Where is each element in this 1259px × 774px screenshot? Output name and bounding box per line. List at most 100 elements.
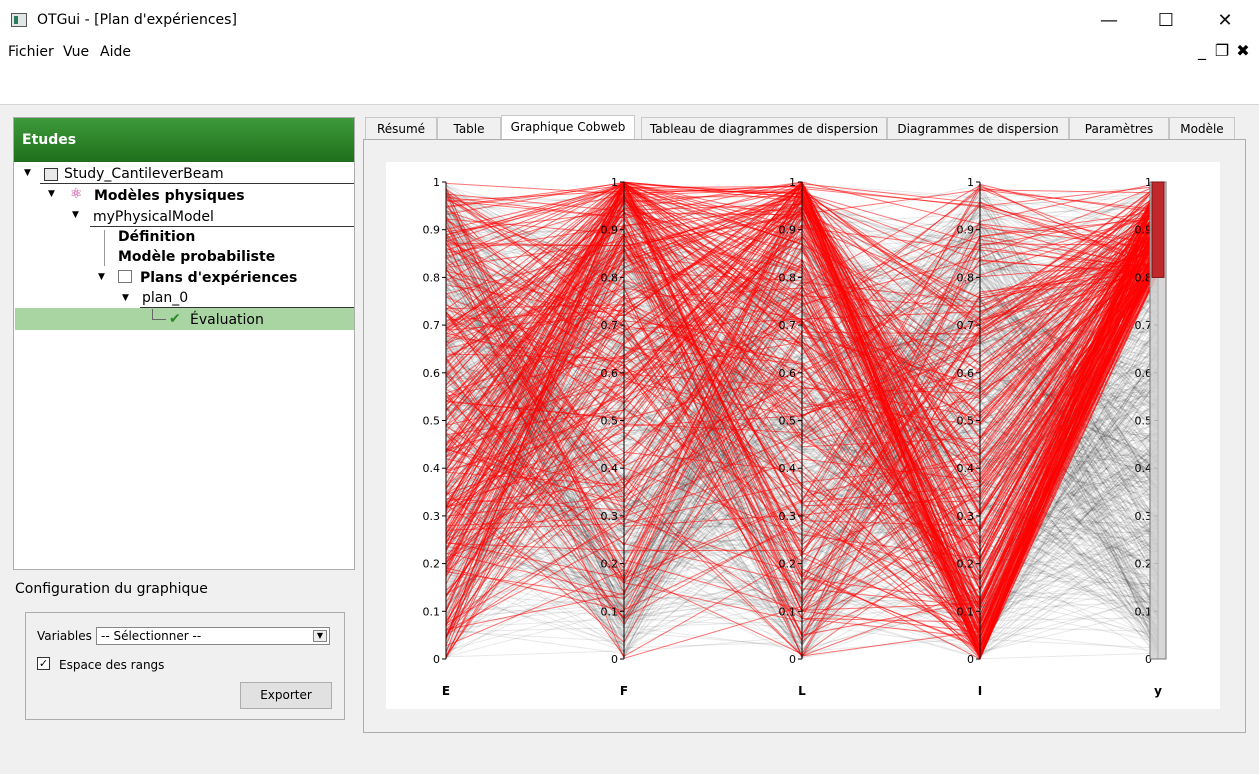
- tick-label: 0.8: [779, 271, 797, 284]
- tree-item-evaluation[interactable]: Évaluation: [190, 312, 264, 328]
- tick-label: 0.3: [601, 510, 619, 523]
- config-box: [25, 612, 345, 720]
- expand-arrow-icon[interactable]: ▼: [98, 272, 105, 282]
- expand-arrow-icon[interactable]: ▼: [48, 189, 55, 199]
- tick-label: 0.6: [1135, 367, 1153, 380]
- tick-label: 0.4: [957, 462, 975, 475]
- tick-label: 1: [967, 176, 974, 189]
- tick-label: 0.4: [601, 462, 619, 475]
- tick-label: 0.7: [601, 319, 619, 332]
- tick-label: 0.2: [423, 558, 441, 571]
- tick-label: 0.3: [779, 510, 797, 523]
- menu-aide[interactable]: Aide: [100, 44, 131, 60]
- tick-label: 0.8: [601, 271, 619, 284]
- tick-label: 0.9: [601, 224, 619, 237]
- expand-arrow-icon[interactable]: ▼: [122, 293, 129, 303]
- tick-label: 0.1: [423, 605, 441, 618]
- tick-label: 0.4: [779, 462, 797, 475]
- tick-label: 0.7: [1135, 319, 1153, 332]
- tree-item-probabilistic-model[interactable]: Modèle probabiliste: [118, 249, 276, 265]
- tick-label: 0.9: [779, 224, 797, 237]
- variables-select[interactable]: -- Sélectionner -- ▼: [96, 627, 330, 645]
- tree-item-plan[interactable]: plan_0: [142, 290, 189, 306]
- table-icon: [118, 270, 132, 283]
- tick-label: 0.8: [957, 271, 975, 284]
- selected-row-highlight: [15, 308, 354, 330]
- tick-label: 0.3: [1135, 510, 1153, 523]
- tree-underline: [90, 226, 354, 227]
- window-title: OTGui - [Plan d'expériences]: [37, 12, 237, 28]
- tree-item-definition[interactable]: Définition: [118, 229, 196, 245]
- axis-label: L: [798, 684, 806, 698]
- tick-label: 0: [967, 653, 974, 666]
- range-handle: [1151, 181, 1165, 278]
- toolbar-area: [0, 64, 1259, 105]
- tick-label: 0.9: [957, 224, 975, 237]
- rank-space-checkbox[interactable]: ✓: [37, 657, 50, 670]
- tick-label: 0.3: [423, 510, 441, 523]
- tab-model[interactable]: Modèle: [1169, 117, 1235, 139]
- tick-label: 0.5: [601, 415, 619, 428]
- tab-parameters[interactable]: Paramètres: [1069, 117, 1169, 139]
- tree-branch-line: [152, 309, 153, 319]
- cobweb-chart[interactable]: 0 0.1 0.2 0.3 0.4 0.5 0.6 0.7 0.8 0.9 1 0 0.1 0.2 0.3 0…: [386, 162, 1220, 709]
- tree-branch-line: [104, 230, 105, 266]
- tick-label: 0.7: [423, 319, 441, 332]
- tick-label: 0.4: [423, 462, 441, 475]
- app-icon: [11, 13, 27, 27]
- tick-label: 0.8: [1135, 271, 1153, 284]
- tick-label: 0.1: [1135, 605, 1153, 618]
- tree-item-doe[interactable]: Plans d'expériences: [140, 270, 298, 286]
- export-button[interactable]: Exporter: [240, 682, 332, 709]
- tick-label: 0.5: [1135, 415, 1153, 428]
- tick-label: 1: [433, 176, 440, 189]
- tab-table[interactable]: Table: [437, 117, 501, 139]
- axis-label: E: [442, 684, 450, 698]
- tick-label: 0.6: [601, 367, 619, 380]
- tick-label: 0.6: [779, 367, 797, 380]
- tab-scatter-plots[interactable]: Diagrammes de dispersion: [887, 117, 1069, 139]
- tick-label: 0.7: [779, 319, 797, 332]
- tick-label: 0.5: [957, 415, 975, 428]
- expand-arrow-icon[interactable]: ▼: [24, 168, 31, 178]
- tick-label: 0: [611, 653, 618, 666]
- tab-scatter-matrix[interactable]: Tableau de diagrammes de dispersion: [641, 117, 887, 139]
- tick-label: 0.1: [957, 605, 975, 618]
- status-bar: [0, 744, 1259, 774]
- tree-item-model[interactable]: myPhysicalModel: [93, 209, 214, 225]
- tick-label: 0.2: [1135, 558, 1153, 571]
- mdi-restore-icon[interactable]: ❐: [1214, 41, 1230, 60]
- cobweb-plot-area: 0 0.1 0.2 0.3 0.4 0.5 0.6 0.7 0.8 0.9 1 0 0.1 0.2 0.3 0…: [386, 162, 1220, 709]
- expand-arrow-icon[interactable]: ▼: [72, 210, 79, 220]
- mdi-minimize-icon[interactable]: _: [1198, 41, 1206, 60]
- tab-resume[interactable]: Résumé: [365, 117, 437, 139]
- tick-label: 1: [611, 176, 618, 189]
- tree-item-study[interactable]: Study_CantileverBeam: [64, 166, 224, 182]
- menu-vue[interactable]: Vue: [63, 44, 90, 60]
- mdi-close-icon[interactable]: ✖: [1236, 41, 1250, 60]
- variables-select-value: -- Sélectionner --: [101, 629, 202, 643]
- maximize-icon[interactable]: ☐: [1157, 10, 1175, 31]
- tick-label: 0.6: [957, 367, 975, 380]
- study-tree-panel: Etudes ▼ Study_CantileverBeam ▼ ⚛ Modèle…: [13, 117, 355, 570]
- axis-label: I: [978, 684, 982, 698]
- tick-label: 0.2: [601, 558, 619, 571]
- tree-item-physical-models[interactable]: Modèles physiques: [94, 188, 245, 204]
- close-icon[interactable]: ✕: [1217, 10, 1233, 31]
- tab-cobweb[interactable]: Graphique Cobweb: [501, 115, 635, 140]
- tick-label: 0.4: [1135, 462, 1153, 475]
- tick-label: 0: [433, 653, 440, 666]
- title-bar: OTGui - [Plan d'expériences] — ☐ ✕: [0, 0, 1259, 42]
- menu-fichier[interactable]: Fichier: [8, 44, 54, 60]
- minimize-icon[interactable]: —: [1100, 10, 1118, 31]
- y-range-selector[interactable]: [1149, 181, 1167, 660]
- axis-label: y: [1154, 684, 1162, 698]
- checkmark-icon: ✔: [169, 311, 181, 327]
- tick-label: 0.5: [779, 415, 797, 428]
- variables-label: Variables: [37, 629, 92, 643]
- tree-underline: [140, 307, 354, 308]
- tree-branch-line: [152, 319, 166, 320]
- chevron-down-icon[interactable]: ▼: [313, 630, 327, 642]
- rank-space-label: Espace des rangs: [59, 658, 165, 672]
